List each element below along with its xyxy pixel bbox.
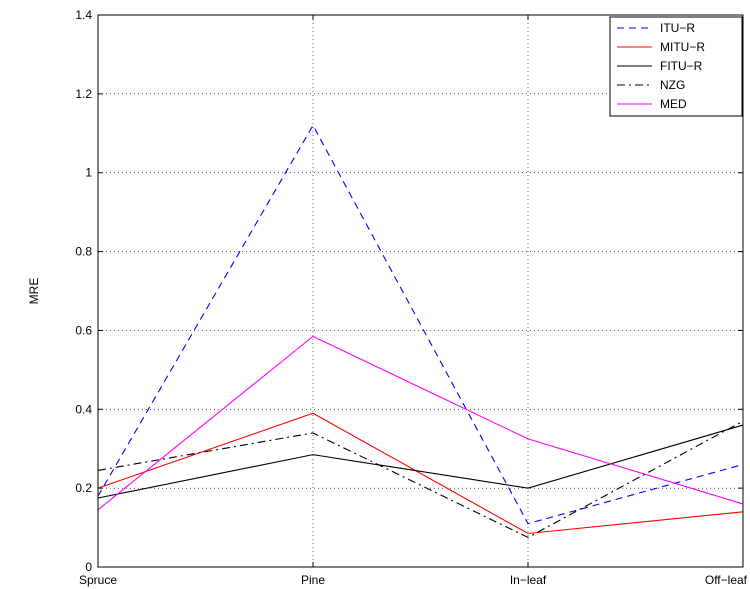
legend: ITU−R MITU−R FITU−R NZG MED [609,16,743,117]
series-line-5 [97,335,744,511]
series-line-3 [97,424,744,499]
y-axis-label: MRE [27,278,41,305]
y-tick-label: 0.6 [75,323,92,337]
plot-area [97,14,744,568]
y-tick-label: 0.8 [75,245,92,259]
y-tick-label: 0 [85,560,92,574]
y-tick-label: 1 [85,166,92,180]
grid-layer [98,15,743,567]
x-tick-label: Spruce [79,573,117,587]
y-tick-label: 1.2 [75,87,92,101]
y-tick-label: 0.2 [75,481,92,495]
y-tick-label: 1.4 [75,8,92,22]
y-tick-label: 0.4 [75,402,92,416]
legend-label: FITU−R [660,59,703,73]
series-line-1 [97,124,744,525]
x-tick-label: Off−leaf [705,573,748,587]
legend-label: NZG [660,78,685,92]
tick-layer: 0 0.2 0.4 0.6 0.8 1 1.2 1.4 Spruce Pine In−leaf Off… [75,8,747,587]
legend-label: ITU−R [660,21,695,35]
legend-label: MITU−R [660,40,705,54]
legend-label: MED [660,97,687,111]
series-layer [97,124,744,539]
series-line-4 [97,420,744,539]
x-tick-label: In−leaf [510,573,547,587]
series-line-2 [97,412,744,535]
x-tick-label: Pine [301,573,325,587]
